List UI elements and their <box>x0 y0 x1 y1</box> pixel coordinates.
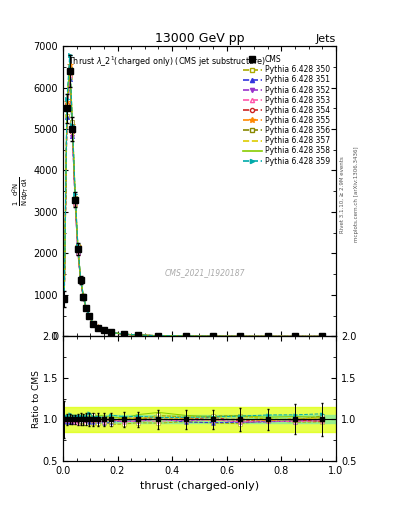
Y-axis label: Ratio to CMS: Ratio to CMS <box>32 370 41 428</box>
Text: Jets: Jets <box>316 33 336 44</box>
Text: Rivet 3.1.10, ≥ 2.9M events: Rivet 3.1.10, ≥ 2.9M events <box>340 156 345 233</box>
X-axis label: thrust (charged-only): thrust (charged-only) <box>140 481 259 491</box>
Text: mcplots.cern.ch [arXiv:1306.3436]: mcplots.cern.ch [arXiv:1306.3436] <box>354 147 359 242</box>
Text: Thrust $\lambda\_2^1$(charged only) (CMS jet substructure): Thrust $\lambda\_2^1$(charged only) (CMS… <box>68 55 266 69</box>
Title: 13000 GeV pp: 13000 GeV pp <box>155 32 244 45</box>
Y-axis label: $\frac{1}{\mathrm{N}} \frac{\mathrm{d}^2\mathrm{N}}{\mathrm{d}p_\mathrm{T}\,\mat: $\frac{1}{\mathrm{N}} \frac{\mathrm{d}^2… <box>10 177 31 206</box>
Text: CMS_2021_I1920187: CMS_2021_I1920187 <box>165 268 245 277</box>
Legend: CMS, Pythia 6.428 350, Pythia 6.428 351, Pythia 6.428 352, Pythia 6.428 353, Pyt: CMS, Pythia 6.428 350, Pythia 6.428 351,… <box>241 53 332 168</box>
